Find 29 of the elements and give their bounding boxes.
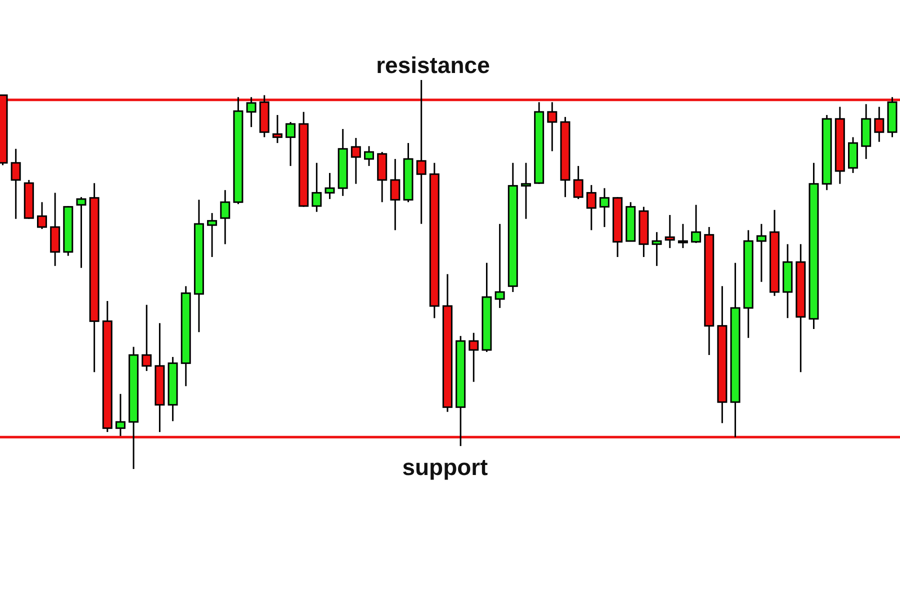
candlestick: [286, 121, 296, 167]
candlestick: [468, 332, 479, 383]
candlestick: [36, 201, 47, 230]
candlestick: [364, 145, 374, 167]
candlestick: [76, 196, 86, 269]
candlestick: [586, 184, 596, 231]
candlestick: [220, 189, 230, 245]
candlestick: [10, 148, 21, 220]
candlestick: [664, 214, 675, 249]
candlestick: [272, 114, 282, 144]
candlestick: [390, 158, 400, 231]
candlestick: [142, 304, 152, 372]
candlestick: [115, 393, 126, 437]
candlestick: [350, 137, 361, 185]
candlestick: [599, 187, 610, 228]
candlestick: [246, 96, 256, 128]
ref-line-label: resistance: [376, 52, 490, 78]
candlestick: [678, 223, 688, 249]
candlestick: [573, 165, 584, 200]
candlestick: [874, 106, 884, 143]
candlestick: [756, 223, 766, 283]
candlestick: [691, 204, 702, 244]
candlestick: [520, 162, 531, 220]
ref-line-label: support: [402, 454, 488, 480]
candlestick: [207, 212, 218, 258]
candlestick: [312, 162, 322, 213]
candlestick: [652, 231, 662, 267]
candlestick: [494, 223, 505, 309]
candlestick: [324, 172, 335, 200]
